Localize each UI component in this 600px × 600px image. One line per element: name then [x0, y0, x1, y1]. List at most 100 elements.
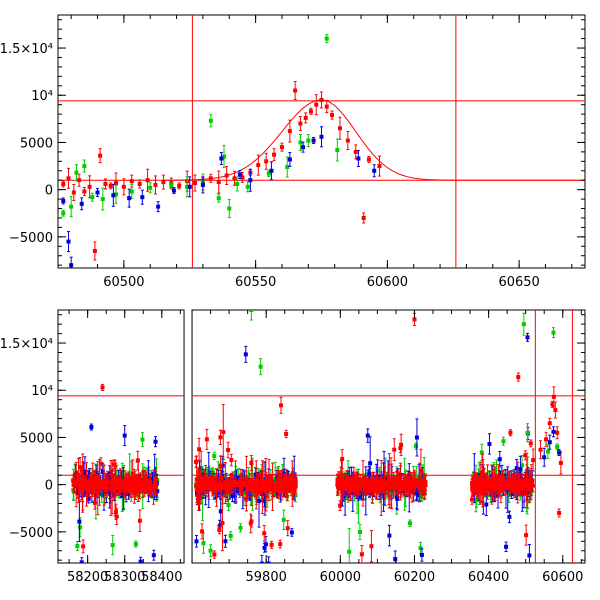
data-point-c0-2-145 [78, 478, 83, 488]
data-point-c0-2-102 [98, 457, 103, 471]
data-point-s0-2 [71, 183, 76, 201]
data-point-c0-2-116 [107, 473, 112, 491]
data-point-c0-2-166 [135, 450, 140, 471]
data-point-s1-17 [245, 181, 250, 193]
y-tick-label: 10⁴ [31, 89, 53, 104]
plot-frame [57, 14, 586, 269]
data-point-s2-11 [200, 176, 205, 194]
data-point-c3-0-69 [479, 443, 484, 462]
data-point-c2-2-67 [392, 438, 397, 462]
data-point-c0-2-141 [80, 474, 85, 496]
data-point-c1-2-132 [285, 520, 290, 537]
data-point-s2-6 [542, 447, 547, 467]
data-point-s1-0 [133, 540, 138, 548]
data-point-c0-2-165 [148, 481, 153, 494]
data-point-s1-8 [551, 327, 556, 339]
data-point-s2-21 [372, 164, 377, 178]
data-point-c1-2-129 [212, 550, 217, 559]
x-tick-label: 59800 [246, 570, 287, 585]
plot-area [58, 310, 585, 563]
model-curve [163, 99, 585, 181]
data-point-c1-2-15 [226, 441, 231, 459]
data-point-c2-0-47 [357, 523, 362, 541]
data-point-s0-4 [82, 187, 87, 197]
data-point-s1-16 [235, 176, 240, 192]
data-point-s1-19 [285, 156, 290, 178]
data-series-2 [61, 126, 377, 268]
data-point-s1-22 [324, 34, 329, 44]
data-point-c3-1-21 [504, 541, 509, 553]
data-point-s0-1 [66, 167, 71, 189]
data-series-2 [89, 332, 562, 563]
data-point-s0-9 [108, 182, 113, 190]
data-point-s2-7 [140, 189, 145, 205]
data-point-s1-20 [298, 133, 303, 151]
data-point-c0-1-58 [151, 549, 156, 561]
y-tick-label: 0 [45, 184, 53, 199]
axis-ticks [58, 15, 585, 268]
data-point-s0-29 [264, 152, 269, 170]
data-point-s0-1 [204, 428, 209, 450]
data-point-c2-2-136 [389, 463, 394, 510]
data-point-c0-0-63 [110, 534, 115, 556]
data-point-s1-15 [227, 199, 232, 219]
data-point-s0-23 [216, 170, 221, 194]
data-point-s1-4 [501, 436, 506, 446]
data-point-s1-0 [61, 209, 66, 217]
data-point-c2-1-57 [393, 550, 398, 563]
data-point-s1-4 [90, 192, 95, 202]
data-point-c2-0-87 [347, 528, 352, 563]
data-point-s0-2 [279, 396, 284, 414]
data-point-s1-14 [222, 145, 227, 169]
data-point-c0-0-68 [140, 432, 145, 448]
data-point-s1-1 [69, 196, 74, 218]
x-tick-label: 60600 [367, 275, 408, 290]
data-point-c0-2-168 [134, 479, 139, 494]
plot-frame [191, 309, 586, 564]
data-point-c0-2-69 [81, 539, 86, 554]
observing-season-cluster-3 [469, 426, 535, 553]
data-point-s0-0 [61, 180, 66, 188]
data-point-s0-22 [208, 173, 213, 183]
data-point-s0-33 [293, 81, 298, 101]
data-point-s2-3 [79, 197, 84, 211]
data-point-s0-20 [193, 174, 198, 192]
data-point-s0-8 [547, 417, 552, 429]
data-point-c1-0-74 [281, 509, 286, 530]
top-panel: 60500 60550 60600 60650 −5000 0 5000 10⁴ 1.5×10⁴ [0, 14, 586, 290]
data-point-s1-13 [216, 193, 221, 203]
data-point-c0-2-123 [93, 470, 98, 494]
data-point-s0-14 [145, 168, 150, 192]
data-point-c1-2-161 [248, 513, 253, 534]
data-point-s0-42 [345, 131, 350, 151]
x-tick-label: 60000 [320, 570, 361, 585]
x-tick-label: 58300 [104, 570, 145, 585]
data-point-c1-1-51 [194, 535, 199, 548]
data-point-c0-2-87 [92, 496, 97, 510]
y-tick-label: 1.5×10⁴ [0, 337, 53, 352]
y-tick-label: 0 [45, 479, 53, 494]
data-point-s0-45 [366, 155, 371, 163]
data-series-0 [61, 81, 382, 261]
data-series-1 [133, 310, 560, 558]
x-tick-label: 60500 [103, 275, 144, 290]
data-point-c1-2-94 [284, 429, 289, 439]
data-point-s0-7 [98, 148, 103, 164]
data-point-c0-2-139 [144, 471, 149, 494]
data-point-s0-28 [256, 154, 261, 176]
data-point-c2-1-22 [387, 524, 392, 547]
data-point-c1-0-37 [228, 531, 233, 541]
x-tick-label: 58200 [67, 570, 108, 585]
data-point-s0-35 [303, 112, 308, 124]
data-point-s0-13 [137, 179, 142, 189]
data-point-s2-15 [269, 161, 274, 181]
observing-season-cluster-2 [335, 418, 428, 563]
data-point-c0-2-162 [126, 479, 131, 491]
data-point-c0-2-126 [118, 475, 123, 494]
data-point-s1-6 [113, 184, 118, 204]
data-point-s0-34 [298, 116, 303, 132]
data-point-c3-2-72 [524, 524, 529, 546]
data-point-c1-2-158 [221, 404, 226, 461]
data-point-s2-20 [356, 149, 361, 167]
data-point-s0-38 [319, 91, 324, 109]
